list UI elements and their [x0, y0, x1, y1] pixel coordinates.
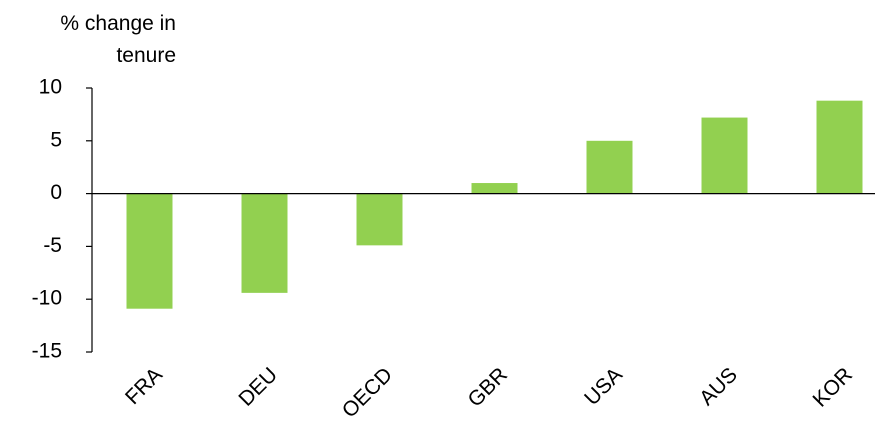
bar: [471, 183, 518, 194]
y-tick-label: -15: [32, 340, 62, 363]
x-tick-label: USA: [580, 363, 627, 410]
bar: [241, 193, 288, 293]
x-tick-label: GBR: [464, 363, 512, 411]
x-tick-label: OECD: [338, 363, 397, 422]
bar: [126, 193, 173, 309]
bar: [816, 100, 863, 194]
bar: [586, 140, 633, 194]
y-tick-label: 0: [50, 181, 62, 204]
x-tick-label: KOR: [809, 363, 857, 411]
x-tick-label: FRA: [121, 363, 167, 409]
y-tick-label: -5: [43, 234, 62, 257]
y-tick-label: 5: [50, 128, 62, 151]
bar: [356, 193, 403, 246]
x-tick-label: AUS: [695, 363, 742, 410]
y-axis-label: % change in tenure: [60, 12, 176, 67]
bar: [701, 117, 748, 194]
x-tick-label: DEU: [234, 363, 282, 411]
y-tick-label: -10: [32, 287, 62, 310]
y-tick-label: 10: [39, 76, 62, 99]
